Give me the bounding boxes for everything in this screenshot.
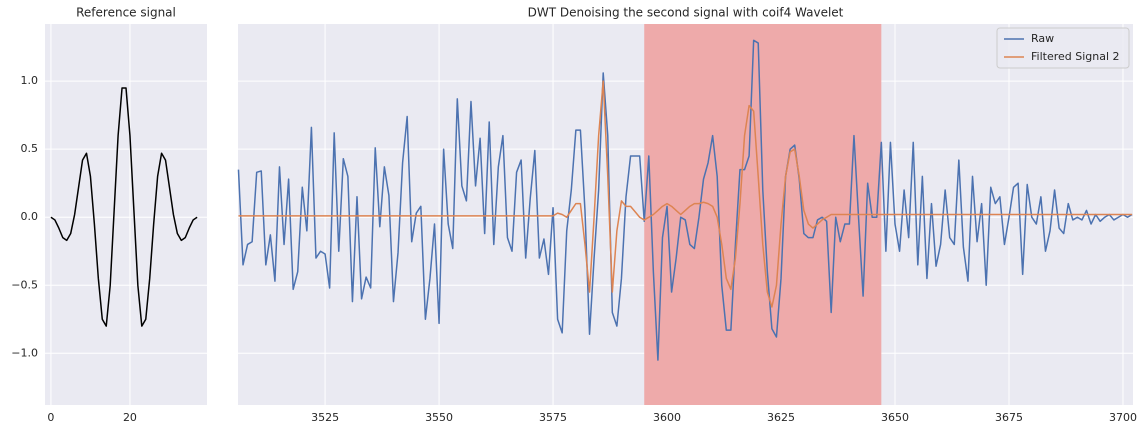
x-tick-label: 3575: [539, 411, 567, 424]
y-tick-label: 1.0: [21, 74, 39, 87]
x-tick-label: 3550: [425, 411, 453, 424]
data-line: [50, 87, 198, 327]
legend-box: [996, 27, 1130, 69]
x-tick-label: 3650: [881, 411, 909, 424]
chart-title: Reference signal: [76, 6, 176, 20]
x-tick-label: 3525: [311, 411, 339, 424]
chart-title: DWT Denoising the second signal with coi…: [528, 6, 844, 20]
x-tick-label: 3625: [767, 411, 795, 424]
y-tick-label: 0.0: [21, 210, 39, 223]
x-tick-label: 3600: [653, 411, 681, 424]
y-tick-label: 0.5: [21, 142, 39, 155]
y-tick-label: −1.0: [11, 346, 38, 359]
legend-label: Raw: [1031, 32, 1054, 45]
x-tick-label: 20: [123, 411, 137, 424]
legend: Raw Filtered Signal 2: [996, 27, 1130, 69]
y-tick-label: −0.5: [11, 278, 38, 291]
data-line: [237, 39, 1133, 361]
data-line: [238, 80, 1133, 308]
x-tick-label: 3700: [1109, 411, 1137, 424]
x-tick-label: 0: [47, 411, 54, 424]
legend-label: Filtered Signal 2: [1031, 50, 1120, 63]
x-tick-label: 3675: [995, 411, 1023, 424]
